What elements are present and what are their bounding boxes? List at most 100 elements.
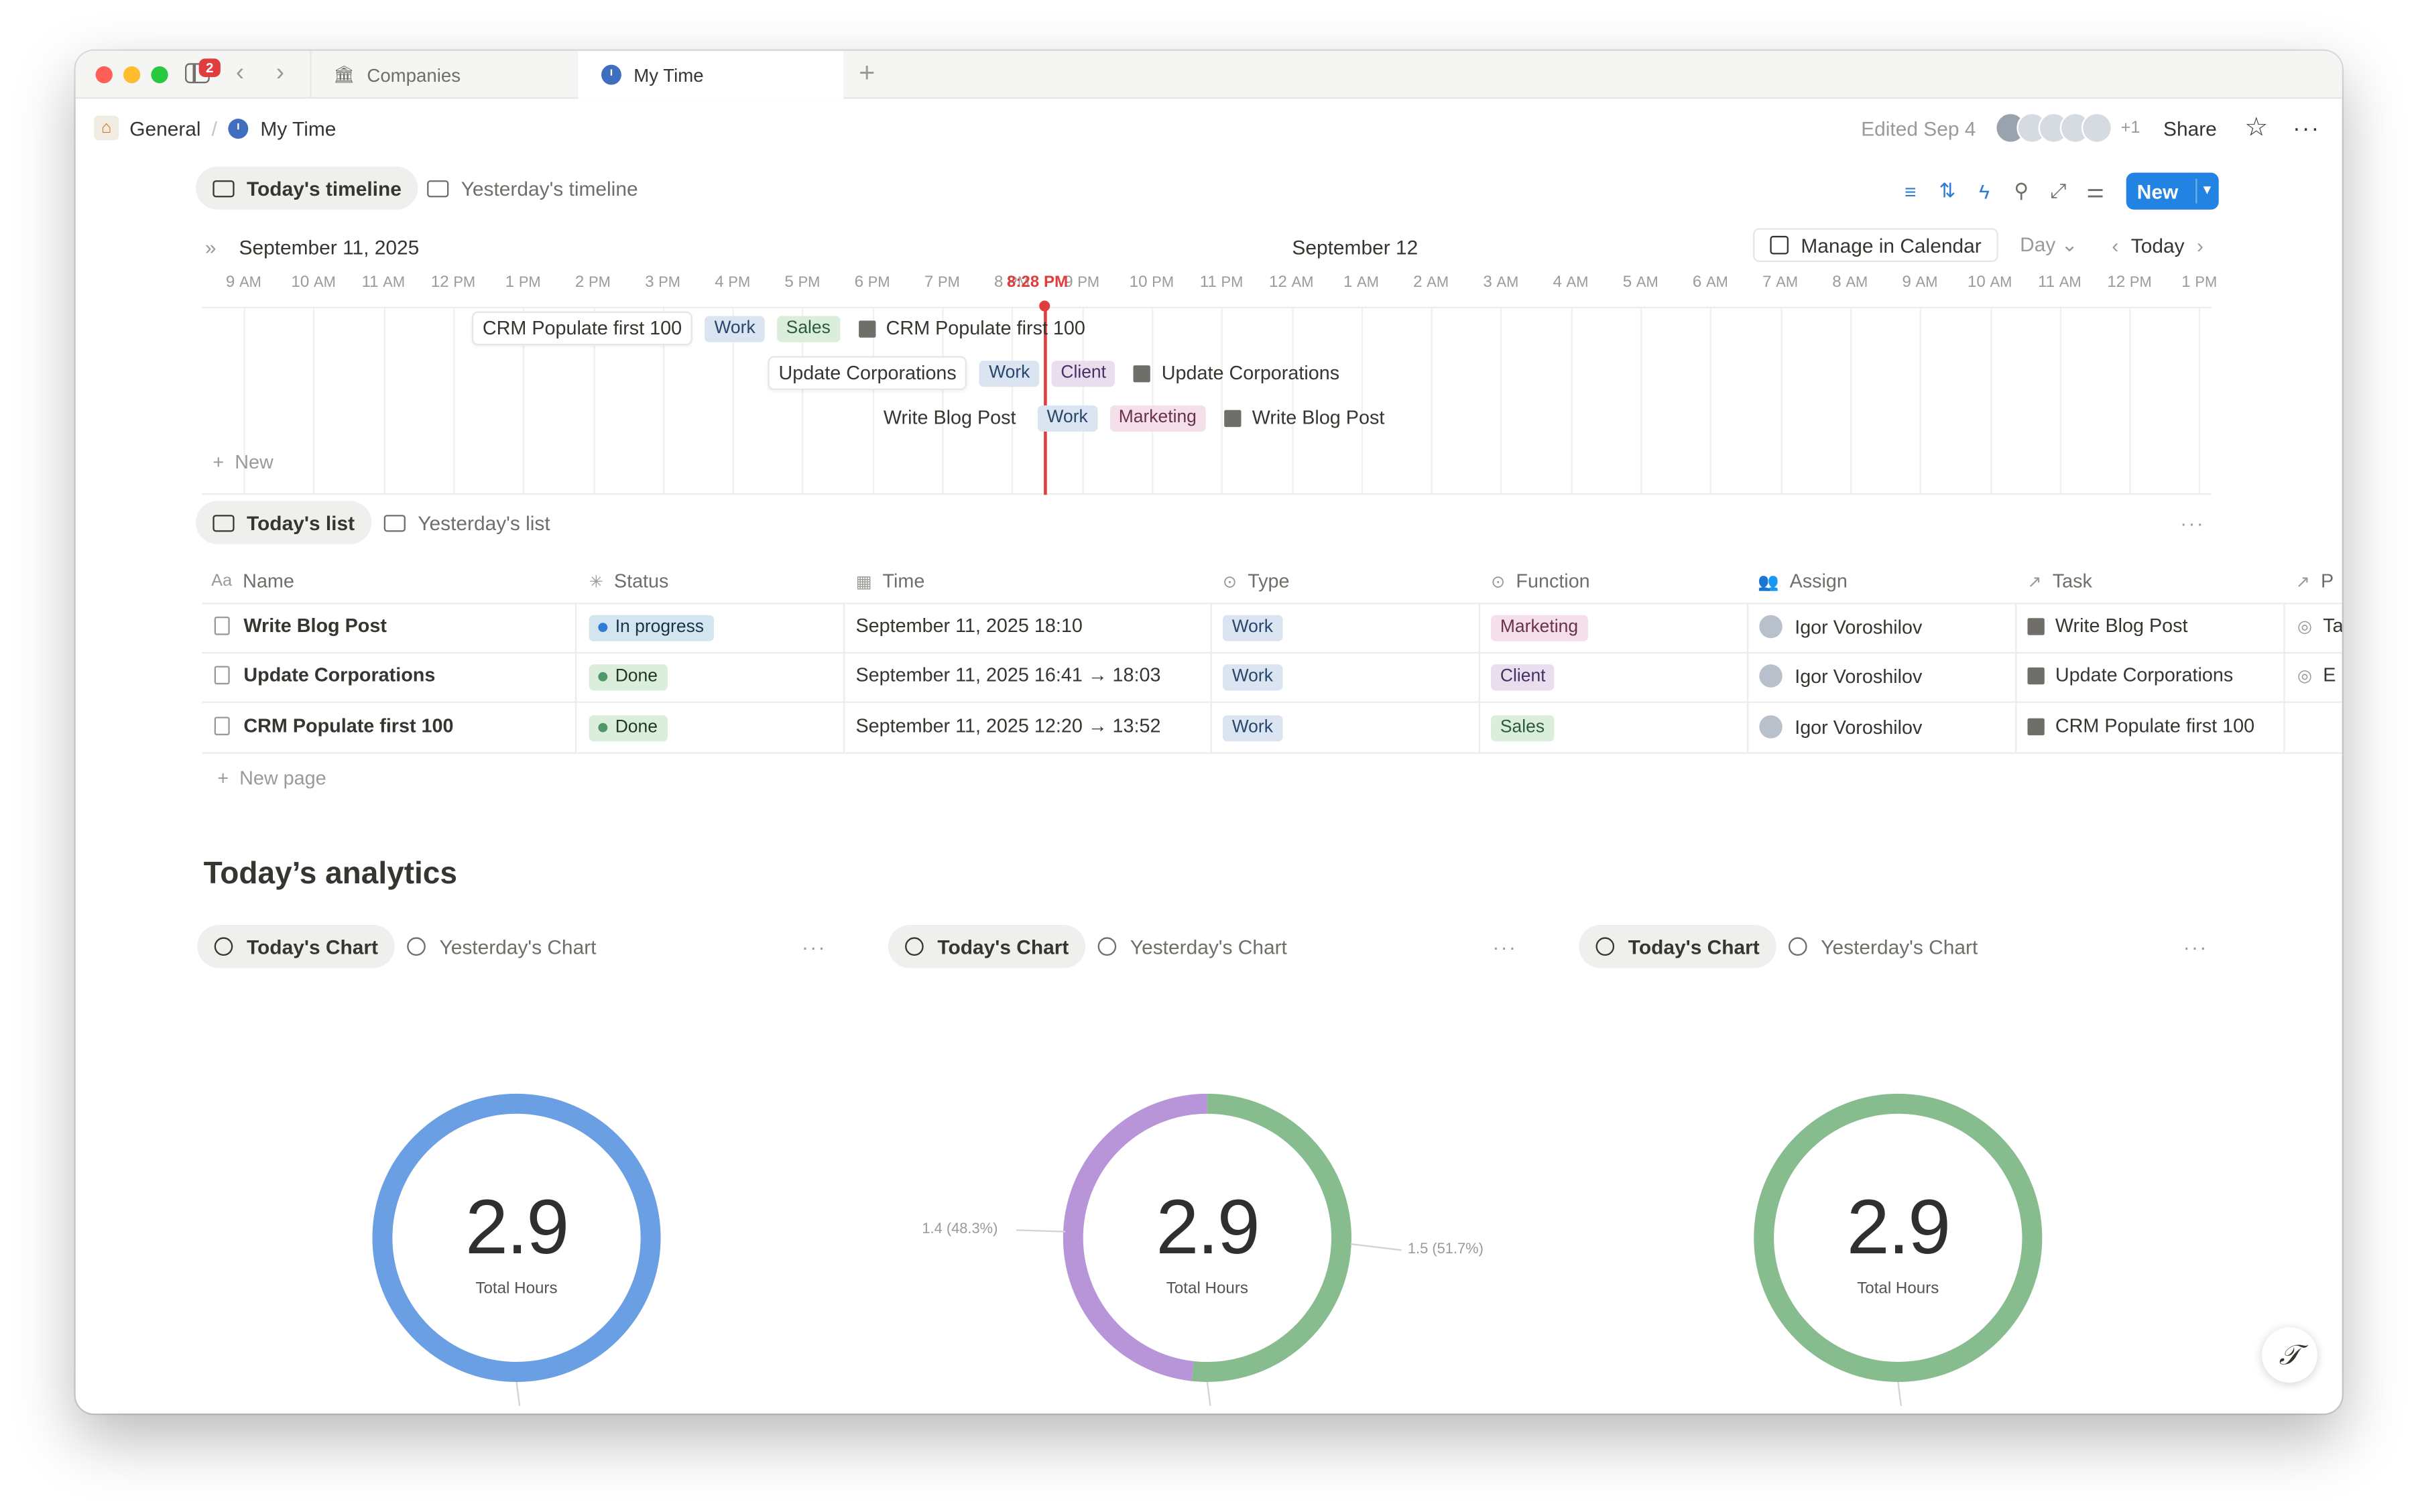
time-cell[interactable]: September 11, 2025 16:41 → 18:03	[855, 664, 1161, 686]
task-link[interactable]: Write Blog Post	[1252, 407, 1385, 429]
hour-tick-label: 6 PM	[854, 273, 890, 292]
timeline-item-update-corporations[interactable]: Update Corporations Work Client Update C…	[768, 355, 1339, 391]
assign-cell[interactable]: Igor Voroshilov	[1759, 715, 1922, 739]
chart-more-options-icon[interactable]: ···	[1492, 936, 1518, 959]
pie-chart-icon	[214, 937, 233, 956]
today-button[interactable]: Today	[2130, 233, 2185, 257]
ai-assistant-button[interactable]: 𝒯	[2262, 1327, 2317, 1383]
timeline-item-pill[interactable]: Update Corporations	[768, 356, 967, 390]
next-arrow-icon[interactable]: ›	[2196, 233, 2203, 257]
tab-todays-timeline[interactable]: Today's timeline	[196, 166, 419, 210]
hour-grid-line	[1919, 308, 1922, 493]
tab-todays-chart-2[interactable]: Today's Chart	[888, 925, 1086, 968]
manage-in-calendar-button[interactable]: Manage in Calendar	[1753, 228, 1998, 262]
function-cell[interactable]: Client	[1479, 664, 1555, 691]
column-header-extra[interactable]: ↗ P	[2296, 570, 2334, 592]
task-link: CRM Populate first 100	[2055, 715, 2255, 737]
chart-more-options-icon[interactable]: ···	[2183, 936, 2208, 959]
share-button[interactable]: Share	[2163, 116, 2217, 140]
expand-icon[interactable]: ⤢	[2050, 178, 2067, 202]
minimize-window-button[interactable]	[123, 66, 141, 84]
chart-1-slice[interactable]	[372, 1093, 661, 1382]
column-header-assign[interactable]: 👥 Assign	[1758, 570, 1848, 592]
sort-icon[interactable]: ⇅	[1939, 178, 1956, 202]
collaborator-avatars[interactable]	[1994, 112, 2112, 143]
assign-cell[interactable]: Igor Voroshilov	[1759, 664, 1922, 688]
column-header-time[interactable]: ▦ Time	[856, 570, 925, 592]
column-header-task[interactable]: ↗ Task	[2028, 570, 2092, 592]
column-header-status[interactable]: ✳ Status	[589, 570, 669, 592]
table-row-name[interactable]: Update Corporations	[214, 664, 435, 686]
clock-icon	[228, 117, 249, 138]
filter-icon[interactable]: ≡	[1904, 179, 1917, 203]
tab-yesterdays-chart-1[interactable]: Yesterday's Chart	[390, 925, 613, 968]
favorite-star-icon[interactable]: ☆	[2244, 112, 2269, 142]
list-more-options-icon[interactable]: ···	[2180, 511, 2205, 536]
time-cell[interactable]: September 11, 2025 18:10	[855, 615, 1083, 637]
close-window-button[interactable]	[95, 66, 113, 84]
task-link[interactable]: CRM Populate first 100	[886, 317, 1085, 339]
tab-companies[interactable]: 🏛 Companies	[310, 50, 578, 99]
column-header-type[interactable]: ⊙ Type	[1223, 570, 1290, 592]
tab-yesterdays-list[interactable]: Yesterday's list	[367, 501, 567, 544]
breadcrumb-general[interactable]: General	[129, 116, 201, 140]
function-cell[interactable]: Marketing	[1479, 615, 1587, 641]
status-badge[interactable]: Done	[589, 664, 667, 691]
tab-yesterdays-chart-3[interactable]: Yesterday's Chart	[1772, 925, 1995, 968]
type-cell[interactable]: Work	[1211, 615, 1282, 641]
tab-todays-chart-1[interactable]: Today's Chart	[197, 925, 396, 968]
tab-yesterdays-chart-2[interactable]: Yesterday's Chart	[1081, 925, 1304, 968]
column-header-function[interactable]: ⊙ Function	[1491, 570, 1590, 592]
task-cell[interactable]: CRM Populate first 100	[2027, 715, 2255, 737]
database-toolbar: ≡ ⇅ ϟ ⚲ ⤢ ⚌ New ▾	[1892, 172, 2219, 210]
prev-arrow-icon[interactable]: ‹	[2112, 233, 2119, 257]
new-button[interactable]: New ▾	[2126, 172, 2219, 210]
hour-grid-line	[2129, 308, 2131, 493]
scale-select[interactable]: Day ⌄	[2020, 233, 2078, 256]
back-arrow-icon[interactable]: ‹	[235, 60, 245, 86]
task-link[interactable]: Update Corporations	[1161, 362, 1340, 384]
timeline-new-item[interactable]: + New	[213, 452, 273, 473]
tab-yesterdays-timeline[interactable]: Yesterday's timeline	[410, 166, 655, 209]
extra-cell[interactable]: ◎ E	[2297, 664, 2336, 686]
forward-arrow-icon[interactable]: ›	[276, 60, 284, 86]
new-tab-plus-icon[interactable]: +	[859, 57, 875, 88]
text-property-icon: Aa	[211, 572, 233, 590]
hour-grid-line	[1780, 308, 1782, 493]
timeline-item-crm[interactable]: CRM Populate first 100 Work Sales CRM Po…	[471, 310, 1085, 346]
status-badge[interactable]: In progress	[589, 615, 713, 641]
table-row-name[interactable]: CRM Populate first 100	[214, 715, 454, 737]
function-tag: Marketing	[1491, 615, 1587, 641]
tab-todays-list[interactable]: Today's list	[196, 501, 372, 544]
search-icon[interactable]: ⚲	[2014, 178, 2029, 202]
chart-2-slice-2[interactable]	[1063, 1093, 1207, 1381]
collapse-chevron-icon[interactable]: »	[204, 235, 217, 259]
timeline-item-write-blog-post[interactable]: Write Blog Post Work Marketing Write Blo…	[874, 399, 1384, 436]
task-cell[interactable]: Update Corporations	[2027, 664, 2233, 686]
row-border	[202, 752, 2342, 754]
tab-todays-chart-3[interactable]: Today's Chart	[1579, 925, 1777, 968]
extra-cell[interactable]: ◎ Ta	[2297, 615, 2342, 637]
chevron-down-icon[interactable]: ▾	[2195, 178, 2211, 204]
timeline-item-pill[interactable]: CRM Populate first 100	[471, 311, 693, 346]
function-cell[interactable]: Sales	[1479, 715, 1554, 742]
chart-2-slice-1[interactable]	[1191, 1093, 1351, 1382]
breadcrumb-my-time[interactable]: My Time	[260, 116, 337, 140]
status-badge[interactable]: Done	[589, 715, 667, 742]
more-options-icon[interactable]: ···	[2293, 115, 2321, 141]
task-cell[interactable]: Write Blog Post	[2027, 615, 2188, 637]
automation-bolt-icon[interactable]: ϟ	[1979, 179, 1990, 203]
type-tag: Work	[1222, 664, 1282, 691]
type-cell[interactable]: Work	[1211, 664, 1282, 691]
maximize-window-button[interactable]	[151, 66, 168, 84]
column-header-name[interactable]: Aa Name	[211, 570, 294, 592]
chart-3-slice[interactable]	[1754, 1093, 2043, 1382]
settings-sliders-icon[interactable]: ⚌	[2086, 178, 2105, 202]
assign-cell[interactable]: Igor Voroshilov	[1759, 615, 1922, 639]
tab-my-time[interactable]: My Time	[578, 50, 844, 99]
type-cell[interactable]: Work	[1211, 715, 1282, 742]
time-cell[interactable]: September 11, 2025 12:20 → 13:52	[855, 715, 1161, 737]
table-row-name[interactable]: Write Blog Post	[214, 615, 387, 637]
new-page-button[interactable]: + New page	[217, 767, 326, 789]
chart-more-options-icon[interactable]: ···	[802, 936, 827, 959]
